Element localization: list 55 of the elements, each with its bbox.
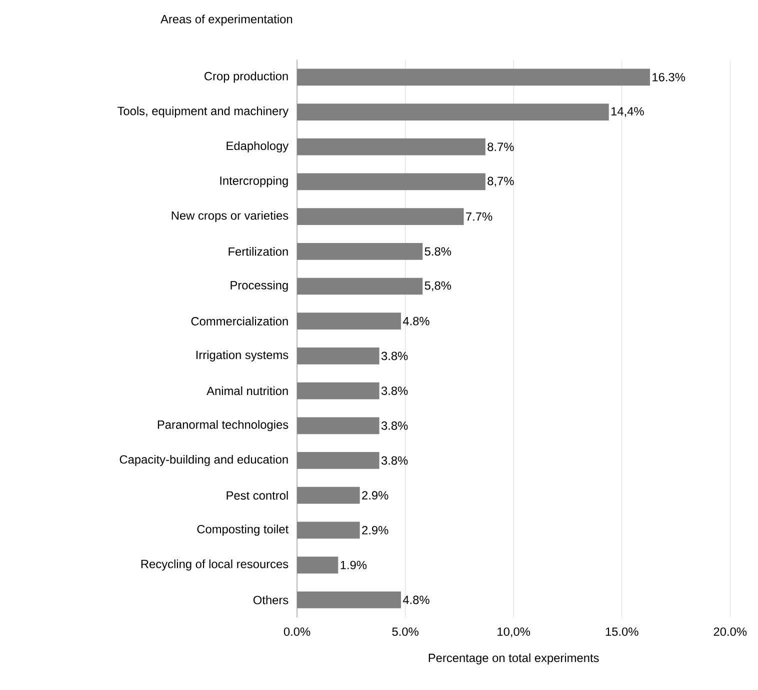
data-label: 1.9% bbox=[340, 560, 367, 570]
x-tick-label: 15.0% bbox=[606, 627, 638, 636]
y-tick-label: New crops or varieties bbox=[172, 211, 288, 222]
data-label: 3.8% bbox=[381, 456, 408, 465]
bar bbox=[297, 312, 401, 330]
y-tick-label: Others bbox=[253, 596, 288, 604]
data-label: 8,7% bbox=[488, 176, 514, 187]
y-tick-label: Processing bbox=[230, 280, 288, 292]
bar bbox=[297, 104, 609, 120]
bar bbox=[297, 522, 360, 539]
bar bbox=[297, 452, 380, 469]
y-tick-label: Intercropping bbox=[220, 176, 288, 188]
data-label: 2.9% bbox=[362, 526, 388, 534]
y-tick-label: Capacity-building and education bbox=[120, 454, 288, 466]
y-axis-title: Areas of experimentation bbox=[160, 14, 292, 26]
y-tick-label: Composting toilet bbox=[197, 524, 289, 536]
bar bbox=[297, 348, 380, 364]
y-tick-label: Crop production bbox=[204, 72, 288, 83]
data-label: 4.8% bbox=[402, 596, 430, 604]
data-label: 3.8% bbox=[381, 386, 408, 396]
data-label: 3.8% bbox=[381, 352, 408, 360]
bar bbox=[297, 591, 401, 608]
bar bbox=[297, 242, 423, 260]
y-tick-label: Recycling of local resources bbox=[141, 560, 288, 571]
bar bbox=[297, 486, 360, 504]
bar bbox=[297, 278, 423, 295]
data-label: 4.8% bbox=[402, 316, 430, 326]
y-tick-label: Edaphology bbox=[226, 141, 289, 152]
bar bbox=[297, 208, 464, 225]
data-label: 2.9% bbox=[362, 491, 388, 500]
x-tick-label: 5.0% bbox=[392, 627, 418, 636]
bar bbox=[297, 173, 486, 190]
data-label: 5.8% bbox=[424, 247, 452, 256]
y-tick-label: Animal nutrition bbox=[206, 386, 288, 396]
y-tick-label: Irrigation systems bbox=[196, 350, 288, 362]
y-tick-label: Paranormal technologies bbox=[158, 420, 288, 432]
y-tick-label: Pest control bbox=[226, 490, 288, 500]
bar bbox=[297, 382, 380, 400]
bar bbox=[297, 138, 486, 156]
bar bbox=[297, 556, 338, 574]
data-label: 3.8% bbox=[381, 421, 408, 430]
y-tick-label: Fertilization bbox=[228, 247, 288, 256]
bar bbox=[297, 68, 650, 86]
x-axis-title: Percentage on total experiments bbox=[428, 653, 599, 664]
data-label: 5,8% bbox=[424, 281, 452, 292]
y-tick-label: Commercialization bbox=[191, 316, 288, 326]
x-tick-label: 10,0% bbox=[498, 627, 530, 638]
y-tick-label: Tools, equipment and machinery bbox=[118, 106, 289, 118]
data-label: 16.3% bbox=[652, 72, 686, 82]
bar bbox=[297, 417, 380, 434]
data-label: 7.7% bbox=[466, 212, 492, 221]
x-tick-label: 0.0% bbox=[284, 627, 310, 636]
data-label: 8.7% bbox=[488, 142, 514, 152]
x-tick-label: 20.0% bbox=[714, 627, 747, 636]
data-label: 14,4% bbox=[611, 107, 644, 117]
